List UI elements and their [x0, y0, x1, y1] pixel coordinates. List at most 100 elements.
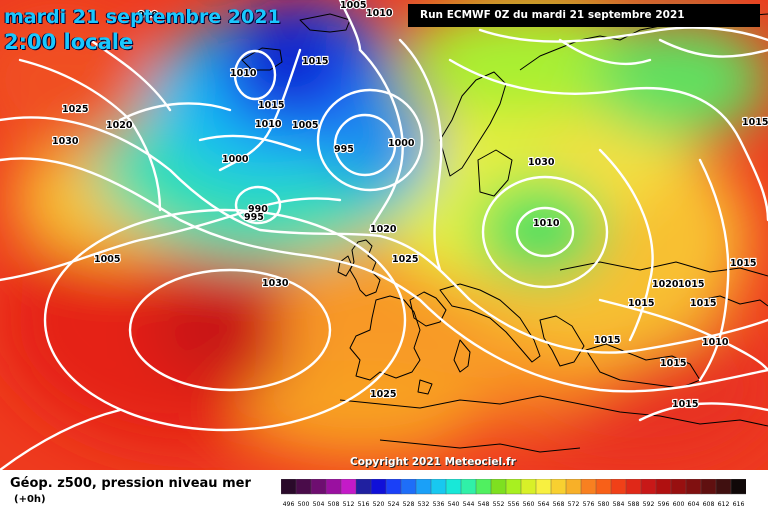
color-scale-swatch: [670, 479, 687, 495]
run-info-banner: Run ECMWF 0Z du mardi 21 septembre 2021: [408, 4, 760, 27]
color-scale-swatch: [640, 479, 657, 495]
pressure-label: 1015: [742, 117, 768, 128]
color-scale-swatch: [340, 479, 357, 495]
pressure-label: 1015: [678, 279, 704, 290]
pressure-label: 1025: [392, 254, 418, 265]
color-scale-swatch: [625, 479, 642, 495]
pressure-label: 1015: [302, 56, 328, 67]
pressure-label: 1015: [258, 100, 284, 111]
color-scale-swatch: [385, 479, 402, 495]
color-scale-value: 568: [553, 501, 565, 508]
color-scale-value: 532: [418, 501, 430, 508]
pressure-label: 1005: [94, 254, 120, 265]
color-scale-swatch: [415, 479, 432, 495]
color-scale-value: 600: [673, 501, 685, 508]
color-scale-swatch: [520, 479, 537, 495]
pressure-label: 1020: [106, 120, 133, 131]
pressure-label: 995: [334, 144, 354, 155]
color-scale-swatch: [700, 479, 717, 495]
color-scale-value: 556: [508, 501, 520, 508]
color-scale-value: 548: [478, 501, 490, 508]
color-scale-value: 584: [613, 501, 625, 508]
pressure-label: 995: [244, 212, 264, 223]
color-scale-swatch: [355, 479, 372, 495]
pressure-label: 1020: [370, 224, 397, 235]
pressure-label: 1010: [255, 119, 282, 130]
color-scale-value: 524: [388, 501, 400, 508]
color-scale-value: 540: [448, 501, 460, 508]
pressure-label: 1015: [628, 298, 654, 309]
pressure-label: 1030: [52, 136, 79, 147]
color-scale-swatch: [535, 479, 552, 495]
pressure-label: 1010: [533, 218, 560, 229]
color-scale-swatch: [490, 479, 507, 495]
color-scale-swatch: [460, 479, 477, 495]
pressure-label: 1025: [62, 104, 88, 115]
color-scale: 496 500 504 508 512 516 520 524 528 532 536 540 544 5…: [281, 479, 746, 508]
color-scale-value: 612: [718, 501, 730, 508]
color-scale-swatch: [295, 479, 312, 495]
color-scale-value: 528: [403, 501, 415, 508]
color-scale-swatch: [550, 479, 567, 495]
color-scale-swatch: [610, 479, 627, 495]
color-scale-value: 592: [643, 501, 655, 508]
color-scale-swatch: [565, 479, 582, 495]
color-scale-swatch: [370, 479, 387, 495]
lead-time-label: (+0h): [14, 494, 46, 505]
pressure-label: 1020: [652, 279, 679, 290]
color-scale-swatch: [430, 479, 447, 495]
pressure-label: 1010: [366, 8, 393, 19]
pressure-label: 1005: [340, 0, 366, 11]
color-scale-value: 576: [583, 501, 595, 508]
color-scale-value: 516: [358, 501, 370, 508]
geopotential-field: [0, 0, 768, 470]
color-scale-swatch: [325, 479, 342, 495]
pressure-label: 1010: [702, 337, 729, 348]
color-scale-value: 512: [343, 501, 355, 508]
color-scale-swatch: [580, 479, 597, 495]
color-scale-swatch: [445, 479, 462, 495]
color-scale-swatch: [595, 479, 612, 495]
pressure-label: 1015: [660, 358, 686, 369]
color-scale-value: 504: [313, 501, 325, 508]
color-scale-value: 560: [523, 501, 535, 508]
color-scale-value: 508: [328, 501, 340, 508]
copyright-text: Copyright 2021 Meteociel.fr: [350, 456, 516, 468]
color-scale-value: 544: [463, 501, 475, 508]
color-scale-value: 552: [493, 501, 505, 508]
color-scale-value: 616: [733, 501, 745, 508]
color-scale-swatch: [730, 479, 746, 495]
color-scale-value: 500: [298, 501, 310, 508]
color-scale-swatch: [505, 479, 522, 495]
pressure-label: 1025: [370, 389, 396, 400]
color-scale-swatch: [400, 479, 417, 495]
parameter-label: Géop. z500, pression niveau mer: [10, 476, 251, 491]
pressure-label: 1005: [292, 120, 318, 131]
color-scale-value: 496: [283, 501, 295, 508]
color-scale-swatch: [475, 479, 492, 495]
pressure-label: 1015: [672, 399, 698, 410]
pressure-label: 1010: [230, 68, 257, 79]
color-scale-swatch: [281, 479, 297, 495]
isobars: [0, 0, 768, 470]
color-scale-value: 564: [538, 501, 550, 508]
color-scale-swatch: [685, 479, 702, 495]
pressure-label: 990: [138, 10, 158, 21]
map-date-title: mardi 21 septembre 2021: [4, 6, 281, 28]
color-scale-value: 596: [658, 501, 670, 508]
color-scale-value: 608: [703, 501, 715, 508]
pressure-label: 1015: [690, 298, 716, 309]
pressure-label: 1000: [388, 138, 415, 149]
color-scale-value: 572: [568, 501, 580, 508]
pressure-label: 1030: [262, 278, 289, 289]
color-scale-value: 580: [598, 501, 610, 508]
pressure-label: 1015: [730, 258, 756, 269]
pressure-label: 990: [248, 204, 268, 215]
pressure-label: 1015: [594, 335, 620, 346]
color-scale-value: 536: [433, 501, 445, 508]
color-scale-swatch: [715, 479, 732, 495]
map-time-title: 2:00 locale: [4, 30, 134, 54]
